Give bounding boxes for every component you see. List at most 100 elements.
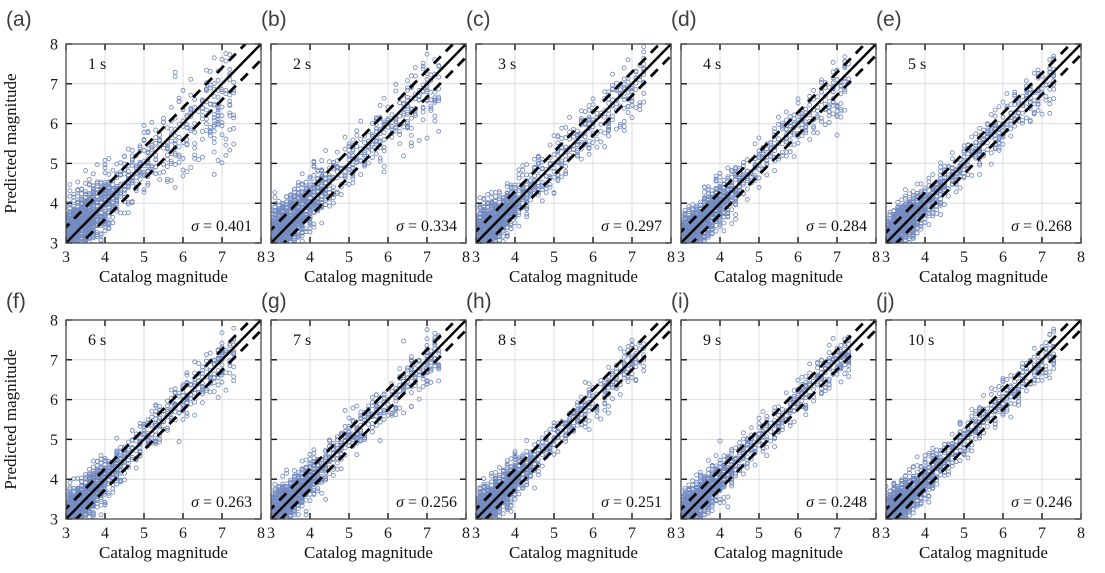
- data-point: [555, 176, 561, 182]
- data-point: [176, 160, 182, 165]
- data-point: [227, 66, 233, 72]
- data-point: [733, 216, 739, 222]
- data-point: [215, 77, 221, 83]
- upper-sigma-dashed-line: [271, 44, 455, 232]
- data-point: [188, 76, 194, 82]
- data-point: [114, 196, 120, 202]
- data-point: [834, 132, 840, 138]
- data-point: [164, 164, 170, 170]
- data-point: [516, 196, 522, 202]
- data-point: [535, 161, 541, 167]
- data-point: [713, 189, 719, 195]
- data-point: [811, 87, 817, 93]
- data-point: [231, 79, 237, 85]
- data-point: [811, 123, 817, 129]
- data-point: [381, 95, 387, 101]
- data-point: [157, 138, 163, 144]
- data-point: [779, 150, 785, 155]
- data-point: [276, 210, 282, 216]
- data-point: [598, 139, 604, 145]
- data-point: [319, 182, 325, 188]
- data-point: [744, 186, 750, 192]
- data-point: [184, 169, 190, 175]
- data-point: [555, 140, 561, 146]
- data-point: [79, 186, 85, 192]
- data-point: [756, 151, 762, 157]
- data-point: [637, 77, 643, 83]
- data-point: [477, 214, 483, 220]
- data-point: [373, 141, 379, 147]
- data-point: [307, 208, 313, 214]
- data-point: [303, 226, 309, 232]
- data-point: [838, 101, 844, 106]
- data-point: [772, 129, 778, 135]
- data-point: [215, 157, 221, 163]
- data-point: [288, 199, 293, 205]
- data-point: [476, 236, 479, 242]
- data-point: [432, 97, 438, 103]
- data-point: [377, 102, 383, 108]
- data-point: [373, 128, 379, 134]
- x-tick-label: 7: [423, 249, 431, 266]
- data-point: [75, 188, 81, 194]
- data-point: [811, 125, 817, 131]
- data-point: [129, 199, 135, 205]
- data-point: [516, 175, 522, 181]
- data-point: [83, 189, 88, 195]
- data-point: [184, 137, 190, 143]
- data-point: [299, 191, 305, 197]
- data-point: [436, 74, 442, 80]
- data-point: [358, 172, 364, 177]
- data-point: [211, 171, 217, 177]
- data-point: [129, 177, 135, 183]
- data-point: [114, 184, 120, 190]
- data-point: [436, 128, 442, 134]
- data-point: [586, 138, 592, 144]
- data-point: [381, 137, 387, 143]
- data-point: [137, 177, 143, 182]
- data-point: [219, 56, 225, 62]
- data-point: [223, 142, 229, 148]
- data-point: [67, 193, 73, 199]
- data-point: [508, 182, 514, 188]
- data-point: [362, 140, 368, 146]
- y-tick-label: 5: [50, 156, 58, 173]
- data-point: [330, 200, 336, 206]
- data-point: [106, 171, 112, 177]
- data-point: [180, 167, 186, 173]
- data-point: [79, 191, 85, 197]
- y-axis-label: Predicted magnitude: [1, 73, 20, 213]
- data-point: [428, 105, 434, 111]
- data-point: [102, 165, 108, 171]
- data-point: [122, 187, 127, 193]
- data-point: [412, 113, 418, 118]
- data-point: [327, 159, 332, 165]
- data-point: [586, 114, 592, 120]
- data-point: [524, 214, 530, 220]
- data-point: [200, 154, 205, 160]
- upper-sigma-dashed-line: [66, 44, 248, 230]
- data-point: [524, 195, 530, 201]
- data-point: [164, 152, 170, 158]
- x-tick-label: 3: [267, 249, 275, 266]
- data-point: [477, 212, 483, 218]
- data-point: [168, 159, 174, 165]
- data-point: [184, 125, 190, 131]
- data-point: [67, 188, 73, 194]
- data-point: [288, 216, 293, 222]
- data-point: [733, 212, 739, 218]
- sigma-value: = 0.297: [613, 218, 662, 235]
- data-point: [369, 155, 375, 160]
- data-point: [133, 174, 139, 180]
- data-point: [516, 185, 522, 191]
- data-point: [397, 141, 403, 147]
- data-point: [629, 88, 635, 94]
- data-point: [783, 138, 789, 144]
- data-point: [377, 158, 383, 164]
- reference-lines: [271, 44, 466, 243]
- data-point: [500, 194, 506, 200]
- data-point: [508, 226, 514, 232]
- data-point: [102, 211, 108, 216]
- data-point: [416, 137, 422, 143]
- scatter-points: [66, 51, 237, 243]
